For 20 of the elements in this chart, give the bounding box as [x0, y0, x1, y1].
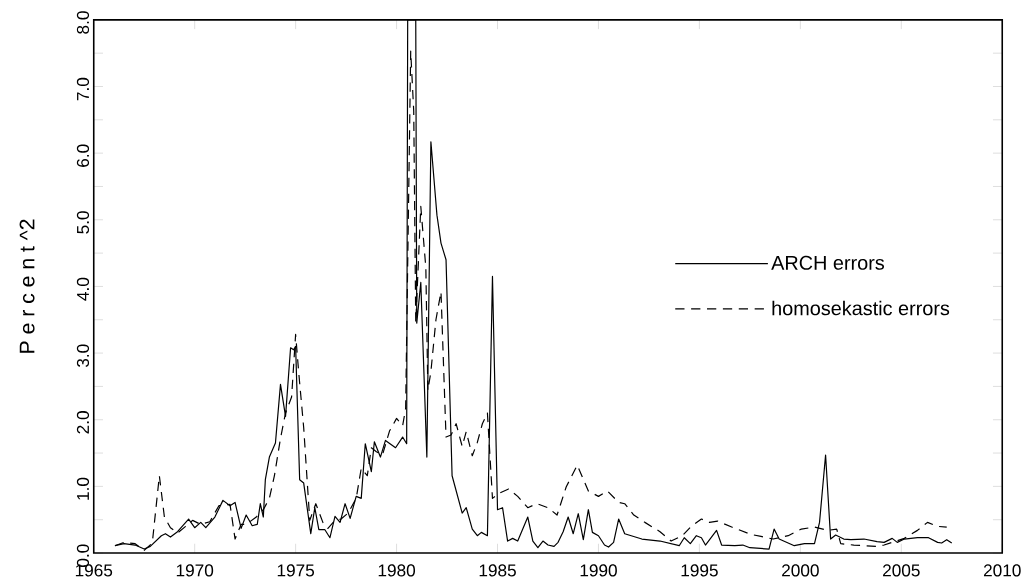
y-axis-title: P e r c e n t ^2 — [19, 219, 35, 353]
x-tick-label: 2010 — [983, 564, 1021, 577]
x-tick-label: 1995 — [681, 564, 718, 577]
x-tick-label: 2000 — [782, 564, 819, 577]
x-tick-label: 1970 — [176, 564, 214, 577]
y-tick-label: 7.0 — [76, 77, 90, 101]
legend-label: ARCH errors — [771, 255, 885, 270]
legend-label: homosekastic errors — [772, 300, 950, 316]
x-tick-label: 2005 — [883, 564, 920, 577]
y-tick-label: 3.0 — [76, 344, 90, 368]
y-tick-label: 5.0 — [76, 211, 90, 234]
y-tick-label: 2.0 — [76, 411, 90, 434]
x-tick-label: 1990 — [580, 564, 617, 577]
y-tick-label: 8.0 — [76, 11, 90, 34]
y-tick-label: 6.0 — [76, 144, 90, 167]
y-tick-label: 4.0 — [76, 277, 90, 301]
x-tick-label: 1985 — [479, 564, 516, 577]
x-tick-label: 1975 — [277, 564, 315, 577]
x-tick-label: 1980 — [378, 564, 416, 577]
y-tick-label: 1.0 — [76, 477, 90, 500]
